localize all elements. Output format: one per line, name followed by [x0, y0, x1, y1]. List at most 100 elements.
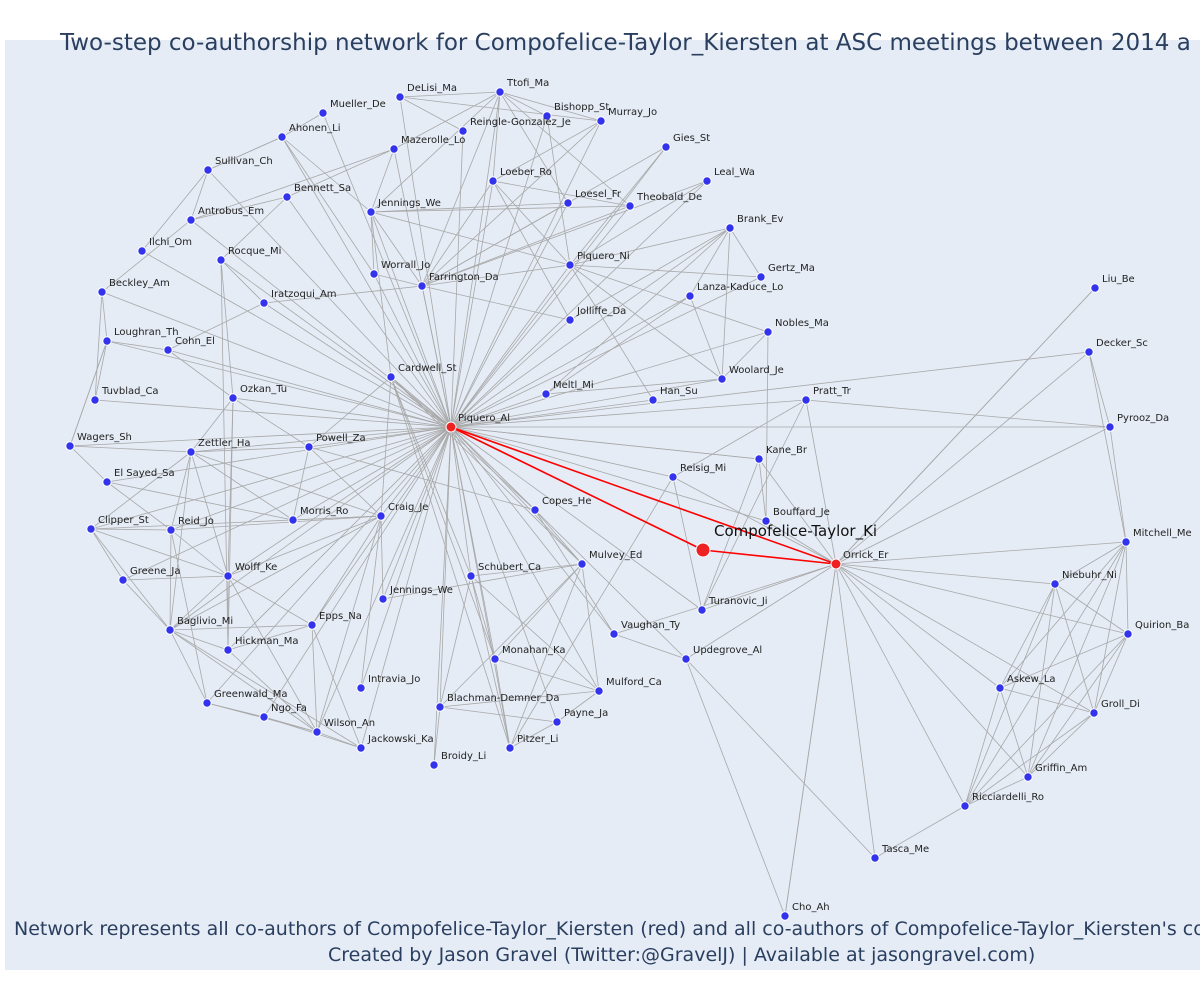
node-cho-ah[interactable]	[780, 911, 790, 921]
node-greenwald-ma[interactable]	[202, 698, 212, 708]
node-sullivan-ch[interactable]	[203, 165, 213, 175]
node-tasca-me[interactable]	[870, 853, 880, 863]
node-nobles-ma[interactable]	[763, 327, 773, 337]
node-greene-ja[interactable]	[118, 575, 128, 585]
node-woolard-je[interactable]	[717, 374, 727, 384]
node-tuvblad-ca[interactable]	[90, 395, 100, 405]
node-blachman-demner-da[interactable]	[435, 702, 445, 712]
node-powell-za[interactable]	[304, 442, 314, 452]
node-theobald-de[interactable]	[625, 201, 635, 211]
node-farrington-da[interactable]	[417, 281, 427, 291]
edge	[494, 563, 583, 660]
node-leal-wa[interactable]	[702, 176, 712, 186]
node-griffin-am[interactable]	[1023, 772, 1033, 782]
node-rocque-mi[interactable]	[216, 255, 226, 265]
node-liu-be[interactable]	[1090, 283, 1100, 293]
node-gertz-ma[interactable]	[756, 272, 766, 282]
node-reingle-gonzalez-je[interactable]	[458, 126, 468, 136]
node-loughran-th[interactable]	[102, 336, 112, 346]
node-jennings-we-2-[interactable]	[378, 594, 388, 604]
node-clipper-st[interactable]	[86, 524, 96, 534]
node-pratt-tr[interactable]	[801, 395, 811, 405]
node-decker-sc[interactable]	[1084, 347, 1094, 357]
node-reid-jo[interactable]	[166, 525, 176, 535]
node-beckley-am[interactable]	[97, 287, 107, 297]
node-el-sayed-sa[interactable]	[102, 477, 112, 487]
node-jolliffe-da[interactable]	[565, 315, 575, 325]
node-piquero-ni[interactable]	[565, 260, 575, 270]
node-jackowski-ka[interactable]	[356, 743, 366, 753]
node-piquero-al[interactable]	[445, 421, 457, 433]
node-delisi-ma[interactable]	[395, 92, 405, 102]
node-pitzer-li[interactable]	[505, 743, 515, 753]
node-schubert-ca[interactable]	[466, 571, 476, 581]
node-monahan-ka[interactable]	[490, 654, 500, 664]
node-bouffard-je[interactable]	[761, 516, 771, 526]
edge	[450, 426, 600, 692]
node-payne-ja[interactable]	[552, 717, 562, 727]
node-broidy-li[interactable]	[429, 760, 439, 770]
node-murray-jo[interactable]	[596, 116, 606, 126]
node-zettler-ha[interactable]	[186, 447, 196, 457]
node-ozkan-tu[interactable]	[228, 393, 238, 403]
edge	[220, 259, 265, 304]
node-vaughan-ty[interactable]	[609, 629, 619, 639]
node-craig-je[interactable]	[376, 511, 386, 521]
node-baglivio-mi[interactable]	[165, 625, 175, 635]
node-han-su[interactable]	[648, 395, 658, 405]
node-mazerolle-lo[interactable]	[389, 144, 399, 154]
node-epps-na[interactable]	[307, 620, 317, 630]
node-cardwell-st[interactable]	[386, 372, 396, 382]
node-ricciardelli-ro[interactable]	[960, 801, 970, 811]
node-ttofi-ma[interactable]	[495, 87, 505, 97]
node-mulvey-ed[interactable]	[577, 559, 587, 569]
node-cohn-el[interactable]	[163, 345, 173, 355]
node-loesel-fr[interactable]	[563, 198, 573, 208]
node-wolff-ke[interactable]	[223, 571, 233, 581]
node-wilson-an[interactable]	[312, 727, 322, 737]
edge	[964, 583, 1056, 807]
node-jennings-we[interactable]	[366, 207, 376, 217]
node-quirion-ba[interactable]	[1123, 629, 1133, 639]
node-mueller-de[interactable]	[318, 108, 328, 118]
node-morris-ro[interactable]	[288, 515, 298, 525]
edge	[220, 259, 229, 651]
node-bennett-sa[interactable]	[282, 192, 292, 202]
node-askew-la[interactable]	[995, 683, 1005, 693]
edge	[450, 115, 548, 428]
node-ilchi-om[interactable]	[137, 246, 147, 256]
node-ngo-fa[interactable]	[259, 712, 269, 722]
node-intravia-jo[interactable]	[356, 683, 366, 693]
node-gies-st[interactable]	[661, 142, 671, 152]
node-wagers-sh[interactable]	[65, 441, 75, 451]
node-mitchell-me[interactable]	[1121, 537, 1131, 547]
node-meltl-mi[interactable]	[541, 389, 551, 399]
node-bishopp-st[interactable]	[542, 111, 552, 121]
node-hickman-ma[interactable]	[223, 645, 233, 655]
node-niebuhr-ni[interactable]	[1050, 579, 1060, 589]
node-ahonen-li[interactable]	[277, 132, 287, 142]
node-compofelice-taylor-ki[interactable]	[695, 542, 711, 558]
edge	[450, 205, 631, 428]
node-reisig-mi[interactable]	[668, 472, 678, 482]
node-pyrooz-da[interactable]	[1105, 422, 1115, 432]
node-antrobus-em[interactable]	[186, 215, 196, 225]
node-kane-br[interactable]	[754, 454, 764, 464]
node-copes-he[interactable]	[530, 505, 540, 515]
node-brank-ev[interactable]	[725, 223, 735, 233]
node-orrick-er[interactable]	[830, 558, 842, 570]
node-label: Intravia_Jo	[368, 674, 420, 685]
node-iratzoqui-am[interactable]	[259, 298, 269, 308]
edge	[399, 96, 464, 132]
node-mulford-ca[interactable]	[594, 686, 604, 696]
node-turanovic-ji[interactable]	[697, 605, 707, 615]
edge	[190, 451, 229, 577]
node-loeber-ro[interactable]	[488, 176, 498, 186]
node-lanza-kaduce-lo[interactable]	[685, 291, 695, 301]
node-updegrove-al[interactable]	[681, 654, 691, 664]
node-worrall-jo[interactable]	[369, 269, 379, 279]
node-label: Mulford_Ca	[606, 677, 662, 688]
edge	[232, 397, 452, 428]
node-groll-di[interactable]	[1089, 708, 1099, 718]
edge	[227, 649, 318, 733]
